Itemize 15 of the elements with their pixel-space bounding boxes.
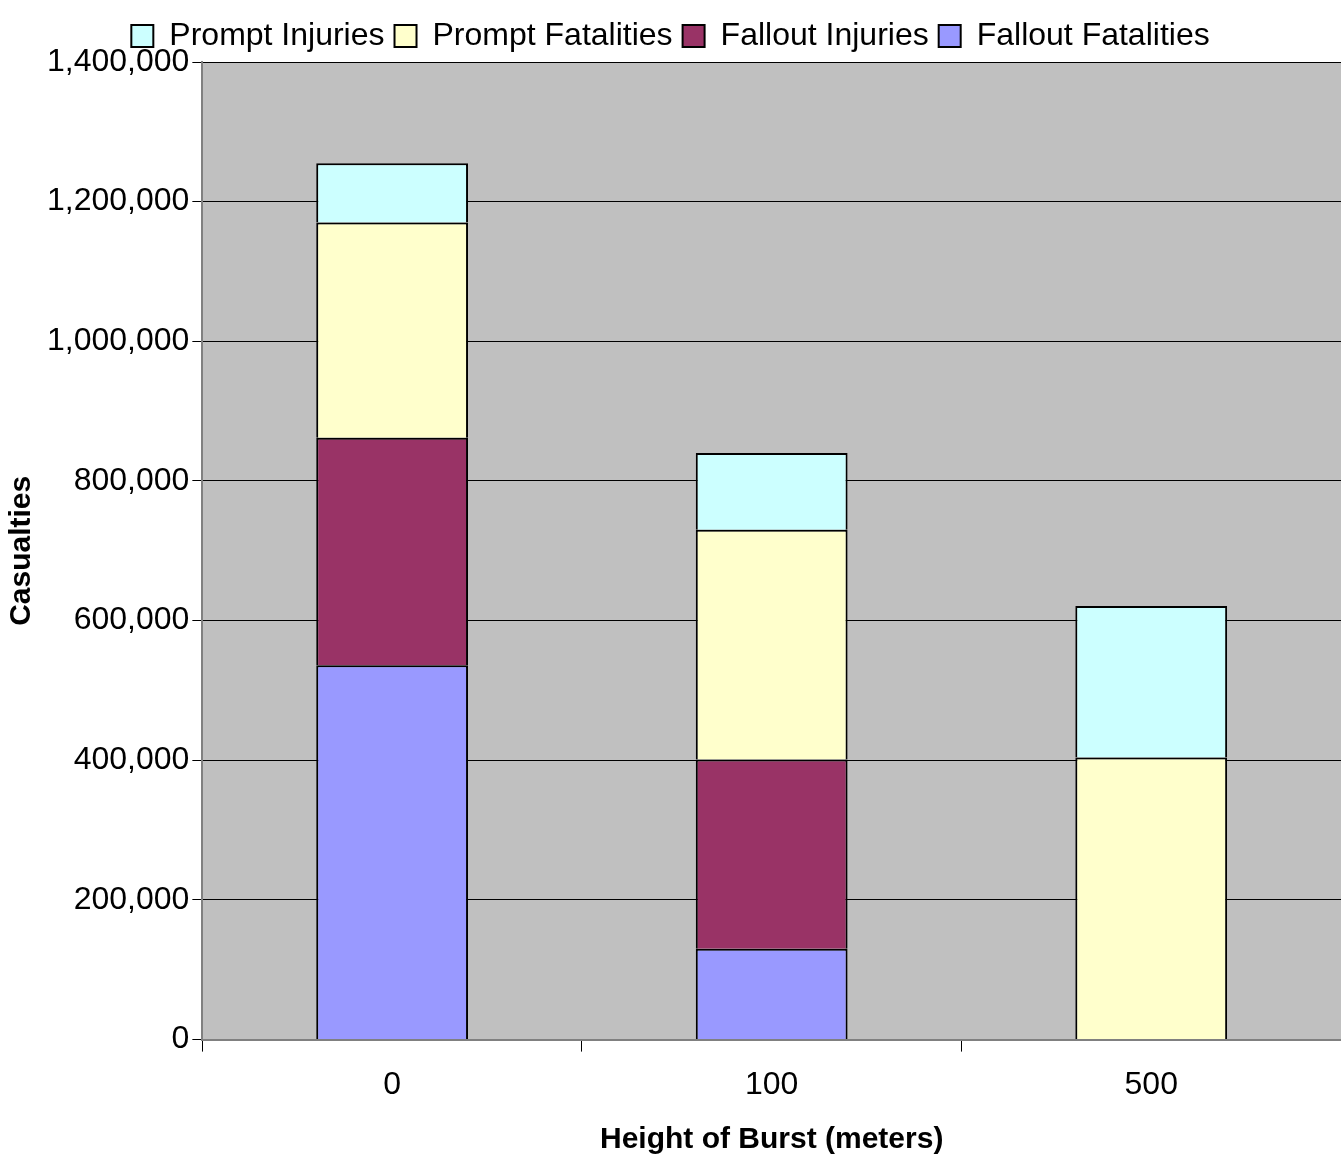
y-tick-label: 200,000 <box>73 879 190 916</box>
y-tick-label: 1,200,000 <box>47 181 190 218</box>
legend-label: Prompt Fatalities <box>432 15 673 52</box>
y-tick-label: 0 <box>171 1019 190 1056</box>
y-tick-label: 800,000 <box>73 460 190 497</box>
x-tick-label: 100 <box>744 1064 799 1101</box>
y-tick-label: 600,000 <box>73 600 190 637</box>
y-tick-label: 1,000,000 <box>47 321 190 358</box>
x-tick-label: 0 <box>383 1064 402 1101</box>
legend-label: Fallout Fatalities <box>976 15 1210 52</box>
y-axis-title: Casualties <box>3 475 37 626</box>
legend-label: Fallout Injuries <box>720 15 929 52</box>
y-tick-label: 400,000 <box>73 740 190 777</box>
x-axis-title: Height of Burst (meters) <box>600 1121 944 1155</box>
x-tick-label: 500 <box>1124 1064 1178 1101</box>
